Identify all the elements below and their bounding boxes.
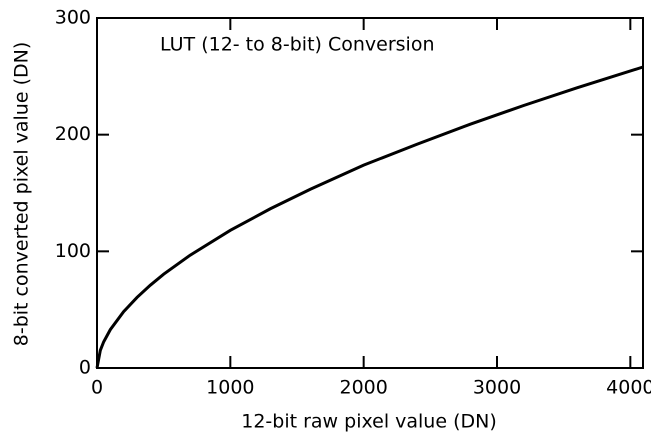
y-tick-label: 200	[55, 123, 91, 145]
x-tick-label: 3000	[473, 377, 521, 399]
y-tick-label: 300	[55, 7, 91, 29]
x-tick-label: 2000	[339, 377, 387, 399]
x-axis-label: 12-bit raw pixel value (DN)	[241, 411, 497, 433]
x-tick-label: 0	[91, 377, 103, 399]
line	[95, 65, 644, 369]
y-tick-label: 100	[55, 240, 91, 262]
annotation: LUT (12- to 8-bit) Conversion	[160, 34, 435, 56]
plot-frame	[96, 17, 644, 369]
y-tick-label: 0	[79, 357, 91, 379]
x-tick-label: 1000	[206, 377, 254, 399]
y-axis-label: 8-bit converted pixel value (DN)	[11, 42, 33, 346]
x-tick-label: 4000	[606, 377, 651, 399]
